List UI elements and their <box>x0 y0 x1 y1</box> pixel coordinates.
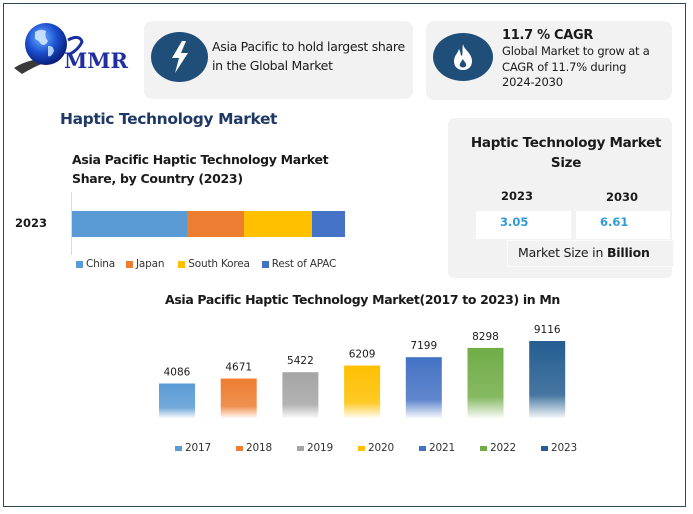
legend-swatch <box>419 445 426 451</box>
legend-label: 2021 <box>429 442 455 454</box>
legend-swatch <box>261 260 269 268</box>
apac-share-line1: Asia Pacific to hold largest share <box>212 39 405 54</box>
legend-swatch <box>236 445 243 451</box>
market-size-title: Haptic Technology Market Size <box>448 133 684 173</box>
globe-icon: MMR <box>14 23 128 74</box>
legend-label: China <box>86 258 115 270</box>
market-size-title-line2: Size <box>550 155 582 171</box>
yearly-legend-item: 2020 <box>358 442 419 454</box>
legend-swatch <box>297 445 304 451</box>
lightning-badge <box>151 32 208 82</box>
bar-value-label-2021: 7199 <box>410 340 437 352</box>
yearly-legend-item: 2019 <box>297 442 358 454</box>
page-title: Haptic Technology Market <box>60 110 278 128</box>
yearly-legend-item: 2022 <box>480 442 541 454</box>
bar-value-label-2019: 5422 <box>287 355 314 367</box>
share-stacked-bar <box>72 211 345 237</box>
unit-prefix: Market Size in <box>518 245 607 260</box>
share-legend-item: Japan <box>126 258 164 270</box>
yearly-chart-title: Asia Pacific Haptic Technology Market(20… <box>165 292 560 307</box>
cagr-line3: 2024-2030 <box>502 75 563 89</box>
logo-text: MMR <box>64 48 128 73</box>
bar-2021 <box>405 357 442 418</box>
bar-value-label-2020: 6209 <box>349 349 376 361</box>
legend-label: Rest of APAC <box>271 258 337 270</box>
legend-label: Japan <box>136 258 165 270</box>
legend-label: 2018 <box>246 442 272 454</box>
flame-badge <box>433 33 493 81</box>
bar-2022 <box>467 347 504 418</box>
cagr-title: 11.7 % CAGR <box>502 28 594 43</box>
share-chart-legend: China Japan South Korea Rest of APAC <box>76 258 336 270</box>
share-chart-category-label: 2023 <box>15 216 48 230</box>
apac-share-line2: in the Global Market <box>212 58 333 73</box>
yearly-legend-item: 2017 <box>175 442 236 454</box>
share-segment-rest-of-apac <box>312 211 345 237</box>
legend-label: 2022 <box>490 442 516 454</box>
bar-2023 <box>529 341 566 418</box>
bar-2020 <box>344 365 381 418</box>
legend-label: 2019 <box>307 442 333 454</box>
legend-label: 2017 <box>185 442 211 454</box>
bar-2018 <box>220 378 257 418</box>
bar-value-label-2017: 4086 <box>164 366 191 378</box>
bar-2019 <box>282 372 319 418</box>
bar-value-label-2023: 9116 <box>534 324 561 336</box>
yearly-legend-item: 2018 <box>236 442 297 454</box>
apac-share-text: Asia Pacific to hold largest share in th… <box>212 37 405 75</box>
unit-bold: Billion <box>606 245 650 260</box>
legend-swatch <box>541 445 548 451</box>
share-chart-title-line2: Share, by Country (2023) <box>72 171 243 186</box>
share-segment-south-korea <box>243 211 313 237</box>
cagr-line2: CAGR of 11.7% during <box>502 59 627 74</box>
cagr-line1: Global Market to grow at a <box>502 44 650 58</box>
share-segment-china <box>72 211 187 237</box>
legend-label: 2020 <box>368 442 394 454</box>
share-legend-item: China <box>76 258 115 270</box>
market-size-unit-box: Market Size in Billion <box>507 240 674 267</box>
share-legend-item: Rest of APAC <box>261 258 337 270</box>
legend-label: South Korea <box>188 258 250 270</box>
market-size-value-2030: 6.61 <box>600 215 629 229</box>
lightning-icon <box>171 41 188 73</box>
cagr-text: 11.7 % CAGR Global Market to grow at a C… <box>502 28 650 91</box>
legend-swatch <box>76 260 83 268</box>
market-size-title-line1: Haptic Technology Market <box>470 135 662 151</box>
yearly-chart-legend: 2017 2018 2019 2020 2021 2022 2023 <box>175 442 602 454</box>
share-chart-axis <box>71 192 72 255</box>
yearly-legend-item: 2023 <box>541 442 602 454</box>
mmr-logo: MMR <box>8 20 138 80</box>
market-size-year-2023: 2023 <box>501 189 534 203</box>
market-size-year-2030: 2030 <box>606 190 639 204</box>
market-size-value-2023-box: 3.05 <box>476 211 571 239</box>
legend-swatch <box>126 260 133 268</box>
market-size-value-2023: 3.05 <box>500 215 529 229</box>
legend-swatch <box>178 260 186 268</box>
legend-swatch <box>175 445 182 451</box>
share-chart-title: Asia Pacific Haptic Technology Market Sh… <box>72 150 329 188</box>
legend-swatch <box>480 445 487 451</box>
bar-2017 <box>159 383 195 418</box>
flame-icon <box>454 44 472 70</box>
market-size-unit: Market Size in Billion <box>518 245 650 260</box>
share-segment-japan <box>186 211 244 237</box>
legend-label: 2023 <box>551 442 577 454</box>
bar-value-label-2022: 8298 <box>472 331 499 343</box>
bar-value-label-2018: 4671 <box>225 362 252 374</box>
share-legend-item: South Korea <box>178 258 250 270</box>
market-size-value-2030-box: 6.61 <box>576 211 670 239</box>
legend-swatch <box>358 445 365 451</box>
share-chart-title-line1: Asia Pacific Haptic Technology Market <box>72 152 329 167</box>
yearly-legend-item: 2021 <box>419 442 480 454</box>
